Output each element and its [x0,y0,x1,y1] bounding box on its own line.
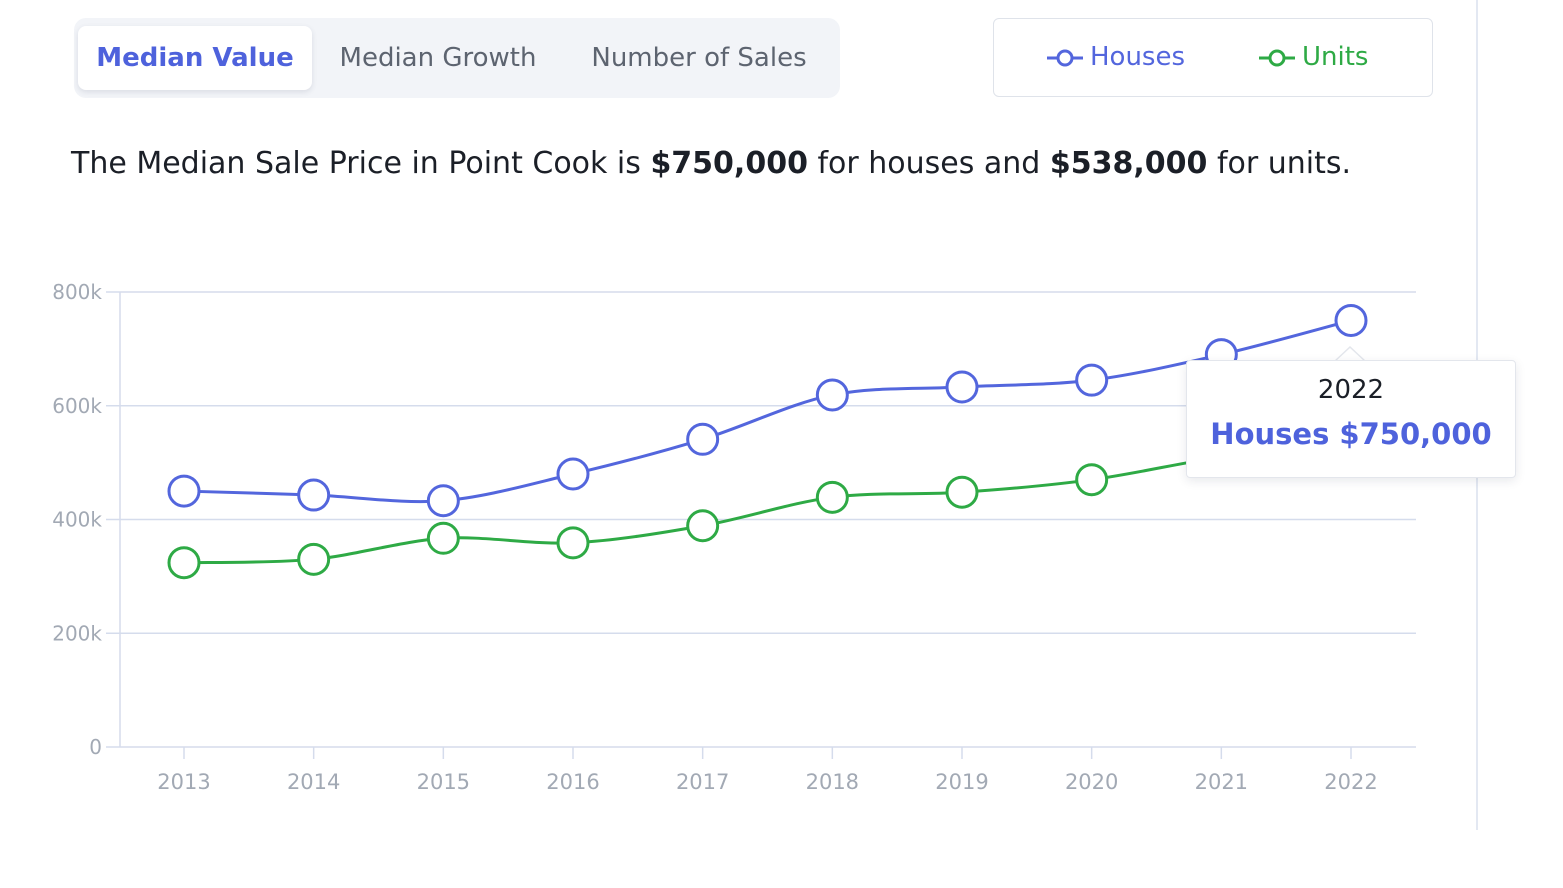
units-data-point [945,475,979,509]
legend-item-units[interactable]: Units [1258,39,1368,75]
units-data-point [815,480,849,514]
units-series-line [183,439,1352,565]
units-series-marker-icon [1259,49,1295,66]
x-tick-label: 2022 [1324,770,1377,794]
tooltip-caret-fill [1336,348,1364,361]
units-data-point [426,521,460,555]
x-tick-label: 2015 [417,770,470,794]
units-data-point [297,542,331,576]
houses-data-point [1075,363,1109,397]
y-tick-label: 200k [52,621,102,645]
summary-suffix: for units. [1207,146,1352,181]
houses-series-line [183,318,1352,504]
summary-middle: for houses and [807,146,1050,181]
x-tick-label: 2019 [935,770,988,794]
houses-data-point [426,484,460,518]
houses-series-marker-icon [1047,49,1083,66]
tooltip-value: Houses $750,000 [1210,417,1492,451]
tab-median-growth[interactable]: Median Growth [339,43,537,73]
units-data-point [686,509,720,543]
x-tick-label: 2014 [287,770,340,794]
legend-units-label: Units [1302,42,1369,72]
units-data-point [1075,463,1109,497]
tab-median-value[interactable]: Median Value [78,26,312,90]
metric-tabs: Median Value Median Growth Number of Sal… [74,18,840,98]
tooltip-year: 2022 [1317,375,1385,405]
houses-data-point [815,378,849,412]
y-tick-label: 800k [52,280,102,304]
y-tick-label: 600k [52,394,102,418]
houses-data-point [686,422,720,456]
x-tick-label: 2017 [676,770,729,794]
y-tick-label: 400k [52,508,102,532]
houses-data-point [297,478,331,512]
tab-number-of-sales[interactable]: Number of Sales [591,43,807,73]
x-tick-label: 2013 [157,770,210,794]
chart-legend: Houses Units [993,18,1433,97]
summary-houses-value: $750,000 [650,146,808,181]
houses-data-point [1334,303,1368,337]
x-tick-label: 2021 [1195,770,1248,794]
x-tick-label: 2016 [546,770,599,794]
houses-data-point [556,457,590,491]
units-data-point [556,526,590,560]
units-data-point [167,546,201,580]
median-price-summary: The Median Sale Price in Point Cook is $… [71,146,1391,181]
x-tick-label: 2020 [1065,770,1118,794]
houses-data-point [945,370,979,404]
y-tick-label: 0 [89,735,102,759]
legend-houses-label: Houses [1090,42,1186,72]
summary-units-value: $538,000 [1049,146,1208,181]
houses-data-point [167,474,201,508]
x-tick-label: 2018 [806,770,859,794]
summary-prefix: The Median Sale Price in Point Cook is [71,146,651,181]
chart-tooltip: 2022 Houses $750,000 [1186,360,1516,478]
legend-item-houses[interactable]: Houses [1046,39,1185,75]
